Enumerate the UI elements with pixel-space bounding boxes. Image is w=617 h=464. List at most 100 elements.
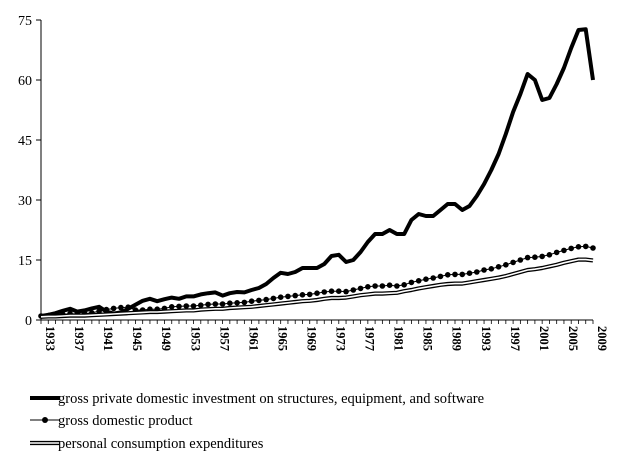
gdp-point xyxy=(590,245,596,251)
gdp-point xyxy=(357,285,364,292)
x-tick-label: 1961 xyxy=(246,326,260,351)
gdp-point xyxy=(466,270,473,277)
gdp-point xyxy=(444,272,451,278)
gdp-point xyxy=(517,257,524,263)
legend-item-consumption: personal consumption expenditures xyxy=(30,436,264,452)
x-tick-label: 2001 xyxy=(537,326,551,351)
legend-label-investment: gross private domestic investment on str… xyxy=(58,391,484,407)
gdp-point xyxy=(532,254,538,260)
gdp-point xyxy=(197,302,204,309)
series-2 xyxy=(40,257,594,319)
legend-swatch-gdp xyxy=(30,417,60,423)
gdp-point xyxy=(437,273,444,280)
gdp-point xyxy=(546,252,553,258)
x-tick-label: 2009 xyxy=(595,326,609,351)
legend: gross private domestic investment on str… xyxy=(30,391,484,452)
y-tick-label: 60 xyxy=(18,74,32,89)
x-tick-label: 1989 xyxy=(450,326,464,351)
y-tick-label: 15 xyxy=(18,254,32,269)
gdp-point xyxy=(277,294,284,301)
x-tick-label: 1957 xyxy=(217,326,231,351)
x-tick-label: 1933 xyxy=(43,326,57,351)
series-1 xyxy=(38,243,596,319)
x-tick-label: 1949 xyxy=(159,326,173,351)
x-tick-label: 1953 xyxy=(188,326,202,351)
gdp-point xyxy=(299,292,306,298)
gdp-point xyxy=(335,288,342,295)
legend-swatch-gdp-dot xyxy=(42,417,48,423)
gdp-point xyxy=(459,271,466,278)
gdp-point xyxy=(386,282,393,289)
y-tick-label: 75 xyxy=(18,14,32,29)
gdp-point xyxy=(270,295,277,302)
gdp-point xyxy=(110,305,117,312)
x-tick-label: 1941 xyxy=(101,326,115,351)
gdp-point xyxy=(408,279,415,286)
x-tick-label: 1937 xyxy=(72,326,86,351)
gdp-point xyxy=(401,282,407,288)
x-tick-label: 1965 xyxy=(275,326,289,351)
gdp-point xyxy=(452,271,458,278)
gdp-point xyxy=(321,289,328,295)
gdp-point xyxy=(503,262,509,268)
y-tick-label: 30 xyxy=(18,194,32,209)
gdp-point xyxy=(343,288,349,295)
gdp-point xyxy=(292,292,299,299)
y-axis-ticks: 0 15 30 45 60 75 xyxy=(18,14,41,329)
gdp-point xyxy=(328,288,335,295)
x-tick-label: 1997 xyxy=(508,326,522,351)
y-tick-label: 0 xyxy=(25,314,32,329)
y-tick-label: 45 xyxy=(18,134,32,149)
gdp-point xyxy=(227,300,233,307)
gdp-point xyxy=(524,254,531,261)
legend-item-investment: gross private domestic investment on str… xyxy=(30,391,484,407)
gdp-point xyxy=(96,308,102,315)
gdp-point xyxy=(430,275,437,281)
series-line-consumption-inner xyxy=(40,258,594,318)
gdp-point xyxy=(205,301,211,308)
gdp-point xyxy=(168,304,175,310)
gdp-point xyxy=(350,287,357,293)
gdp-point xyxy=(183,303,190,309)
x-tick-label: 1993 xyxy=(479,326,493,351)
series-0 xyxy=(40,27,595,318)
legend-label-consumption: personal consumption expenditures xyxy=(58,436,264,452)
gdp-point xyxy=(495,264,502,270)
gdp-point xyxy=(561,247,567,254)
x-tick-label: 1973 xyxy=(334,326,348,351)
x-tick-label: 1985 xyxy=(421,326,435,351)
gdp-point xyxy=(575,244,582,250)
gdp-point xyxy=(212,301,219,307)
gdp-point xyxy=(423,276,429,283)
gdp-point xyxy=(241,299,248,306)
gdp-point xyxy=(568,245,575,252)
gdp-point xyxy=(125,304,131,311)
legend-label-gdp: gross domestic product xyxy=(58,413,193,429)
x-axis-ticks: 1933 1937 1941 1945 1949 1953 1957 1961 1965 1969… xyxy=(40,320,609,351)
legend-item-gdp: gross domestic product xyxy=(30,413,193,429)
gdp-point xyxy=(103,306,110,313)
gdp-point xyxy=(473,269,480,275)
gdp-point xyxy=(379,283,386,289)
gdp-point xyxy=(306,291,313,298)
gdp-point xyxy=(582,243,589,250)
gdp-point xyxy=(190,303,197,309)
x-tick-label: 1977 xyxy=(363,326,377,351)
gdp-point xyxy=(539,253,545,260)
series-line-gdp xyxy=(40,245,594,317)
gdp-point xyxy=(118,304,124,311)
x-tick-label: 1945 xyxy=(130,326,144,351)
gdp-point xyxy=(314,290,320,297)
gdp-point xyxy=(234,300,240,306)
gdp-point xyxy=(372,283,378,289)
gdp-point xyxy=(394,283,400,289)
series-line-investment xyxy=(40,27,595,318)
gdp-point xyxy=(263,296,269,303)
x-tick-label: 2005 xyxy=(566,326,580,351)
gdp-point xyxy=(481,267,487,273)
gdp-point xyxy=(510,259,516,266)
gdp-point xyxy=(256,297,262,304)
gdp-point xyxy=(176,303,182,310)
gdp-point xyxy=(365,284,371,290)
